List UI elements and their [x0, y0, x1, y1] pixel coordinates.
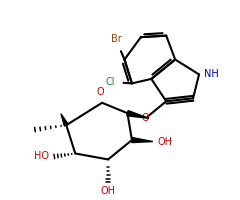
Text: Br: Br: [111, 34, 121, 44]
Text: HO: HO: [34, 151, 49, 161]
Text: O: O: [97, 87, 104, 97]
Text: O: O: [142, 113, 149, 123]
Text: Cl: Cl: [105, 77, 115, 87]
Text: NH: NH: [204, 69, 219, 79]
Text: OH: OH: [101, 186, 116, 196]
Polygon shape: [61, 114, 68, 126]
Polygon shape: [127, 111, 149, 118]
Text: OH: OH: [158, 137, 173, 147]
Polygon shape: [132, 138, 153, 143]
